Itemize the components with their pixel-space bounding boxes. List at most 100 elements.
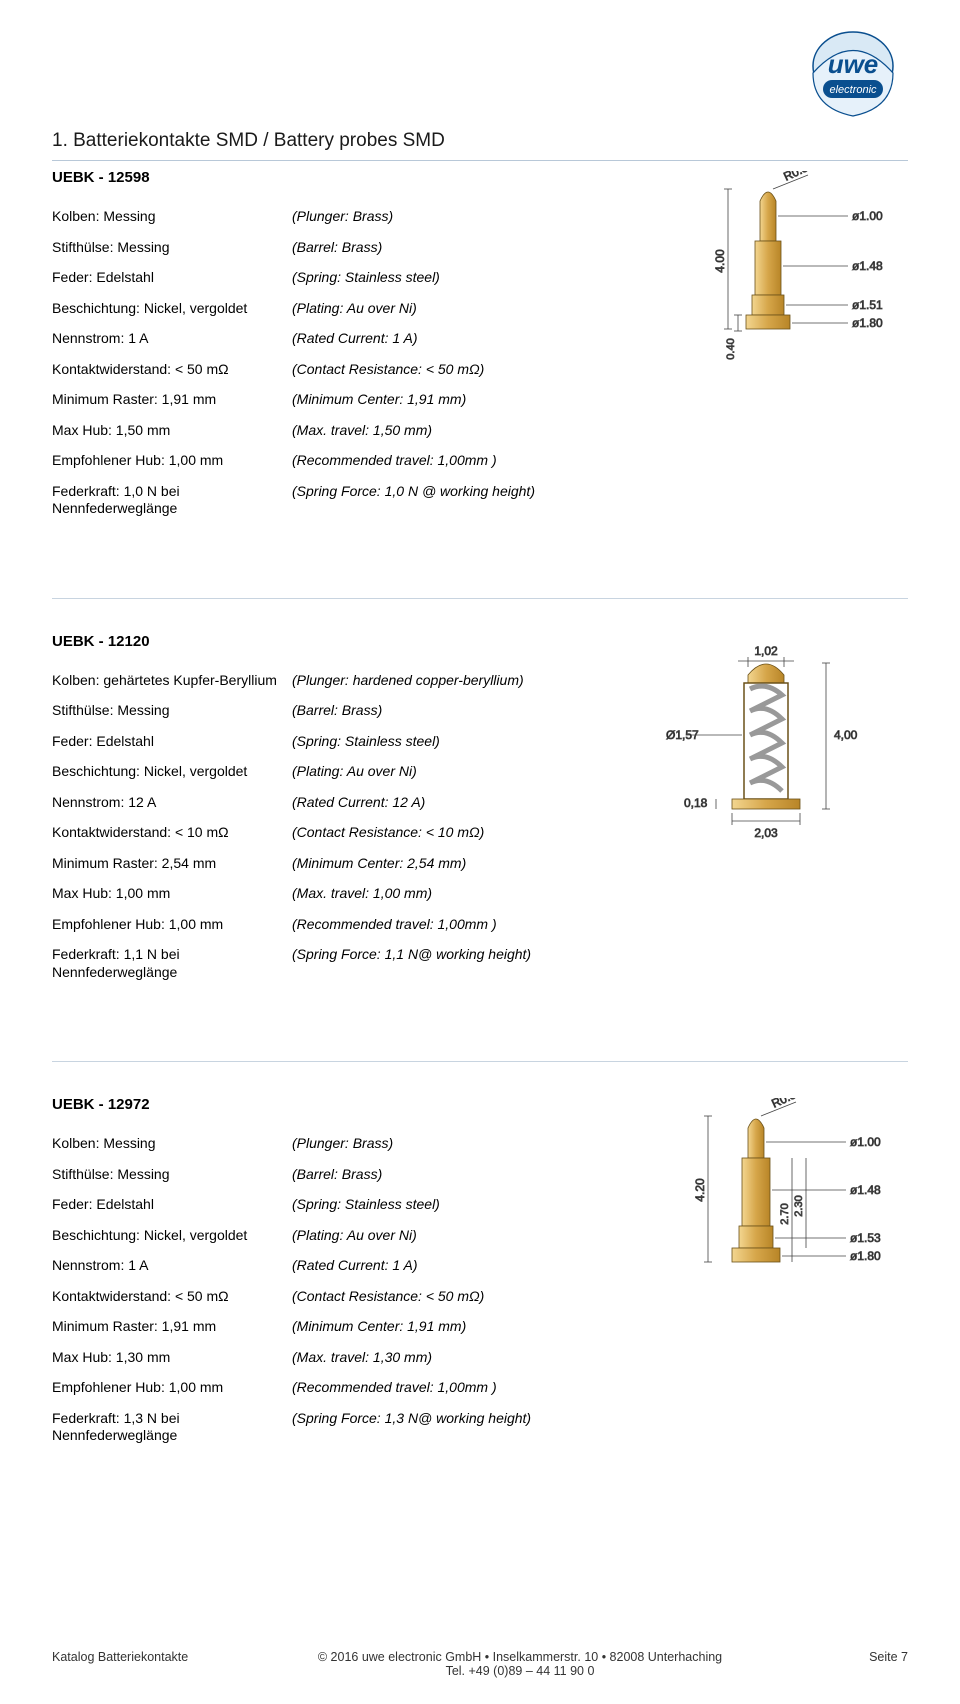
spec-row: Kontaktwiderstand: < 50 mΩ: [52, 1288, 292, 1306]
footer-right: Seite 7: [828, 1650, 908, 1678]
spec-row: Empfohlener Hub: 1,00 mm: [52, 916, 292, 934]
spec-row: Federkraft: 1,3 N bei Nennfederweglänge: [52, 1410, 292, 1445]
svg-text:2,03: 2,03: [754, 826, 778, 840]
spec-row: (Barrel: Brass): [292, 1166, 582, 1184]
spec-row: Kolben: gehärtetes Kupfer-Beryllium: [52, 672, 292, 690]
spec-row: (Spring: Stainless steel): [292, 733, 582, 751]
svg-text:R0.50: R0.50: [769, 1098, 804, 1111]
spec-row: (Spring Force: 1,0 N @ working height): [292, 483, 582, 501]
spec-row: (Spring: Stainless steel): [292, 1196, 582, 1214]
spec-row: Kontaktwiderstand: < 10 mΩ: [52, 824, 292, 842]
spec-row: Federkraft: 1,1 N bei Nennfederweglänge: [52, 946, 292, 981]
svg-text:Ø1,57: Ø1,57: [666, 728, 699, 742]
spec-row: Feder: Edelstahl: [52, 269, 292, 287]
spec-row: Empfohlener Hub: 1,00 mm: [52, 1379, 292, 1397]
spec-row: Beschichtung: Nickel, vergoldet: [52, 763, 292, 781]
spec-row: (Plunger: Brass): [292, 1135, 582, 1153]
product-block: UEBK - 12972 Kolben: MessingStifthülse: …: [52, 1094, 908, 1445]
spec-row: (Plating: Au over Ni): [292, 763, 582, 781]
brand-logo: uwe electronic: [798, 28, 908, 118]
spec-row: (Contact Resistance: < 50 mΩ): [292, 1288, 582, 1306]
technical-diagram: 1,02 Ø1,57 4,00 0,18 2,03: [628, 631, 908, 982]
page-title: 1. Batteriekontakte SMD / Battery probes…: [52, 130, 908, 161]
specs-english: (Plunger: Brass) (Barrel: Brass) (Spring: …: [292, 1135, 582, 1445]
spec-row: (Barrel: Brass): [292, 239, 582, 257]
specs-english: (Plunger: Brass) (Barrel: Brass) (Spring: …: [292, 208, 582, 518]
spec-row: Kontaktwiderstand: < 50 mΩ: [52, 361, 292, 379]
part-number: UEBK - 12120: [52, 633, 628, 650]
spec-row: (Spring Force: 1,1 N@ working height): [292, 946, 582, 964]
spec-row: Feder: Edelstahl: [52, 1196, 292, 1214]
spec-row: (Barrel: Brass): [292, 702, 582, 720]
spec-row: (Max. travel: 1,30 mm): [292, 1349, 582, 1367]
spec-row: Nennstrom: 1 A: [52, 330, 292, 348]
spec-row: Feder: Edelstahl: [52, 733, 292, 751]
specs-english: (Plunger: hardened copper-beryllium) (Bar…: [292, 672, 582, 982]
svg-text:ø1.53: ø1.53: [850, 1231, 881, 1245]
spec-row: Max Hub: 1,50 mm: [52, 422, 292, 440]
spec-row: Stifthülse: Messing: [52, 702, 292, 720]
spec-row: (Plating: Au over Ni): [292, 300, 582, 318]
svg-text:0.40: 0.40: [725, 338, 737, 359]
specs-german: Kolben: Messing Stifthülse: Messing Feder:…: [52, 208, 292, 518]
spec-row: (Recommended travel: 1,00mm ): [292, 452, 582, 470]
logo-text: uwe: [828, 49, 879, 79]
spec-row: Kolben: Messing: [52, 208, 292, 226]
spec-row: Nennstrom: 1 A: [52, 1257, 292, 1275]
spec-row: (Plunger: hardened copper-beryllium): [292, 672, 582, 690]
svg-text:ø1.51: ø1.51: [852, 298, 883, 312]
product-block: UEBK - 12598 Kolben: Messing Stifthülse: …: [52, 167, 908, 518]
spec-row: (Max. travel: 1,50 mm): [292, 422, 582, 440]
spec-row: Empfohlener Hub: 1,00 mm: [52, 452, 292, 470]
spec-row: Federkraft: 1,0 N bei Nennfederweglänge: [52, 483, 292, 518]
svg-text:ø1.48: ø1.48: [850, 1183, 881, 1197]
svg-text:4.00: 4.00: [713, 249, 727, 273]
technical-diagram: R0.50 ø1.00 ø1.48 ø1.53 ø1.80 4.20 2.70 …: [628, 1094, 908, 1445]
spec-row: (Rated Current: 12 A): [292, 794, 582, 812]
specs-german: Kolben: MessingStifthülse: MessingFeder:…: [52, 1135, 292, 1445]
spec-row: (Contact Resistance: < 50 mΩ): [292, 361, 582, 379]
svg-text:ø1.80: ø1.80: [852, 316, 883, 330]
technical-diagram: R0.50 ø1.00 ø1.48 ø1.51 ø1.80 4.00 0.40: [628, 167, 908, 518]
svg-text:1,02: 1,02: [754, 644, 778, 658]
part-number: UEBK - 12972: [52, 1096, 628, 1113]
logo-subtitle: electronic: [829, 84, 877, 96]
spec-row: (Spring Force: 1,3 N@ working height): [292, 1410, 582, 1428]
spec-row: Minimum Raster: 2,54 mm: [52, 855, 292, 873]
spec-row: (Minimum Center: 2,54 mm): [292, 855, 582, 873]
spec-row: (Contact Resistance: < 10 mΩ): [292, 824, 582, 842]
svg-text:ø1.00: ø1.00: [850, 1135, 881, 1149]
svg-text:ø1.80: ø1.80: [850, 1249, 881, 1263]
spec-row: Max Hub: 1,30 mm: [52, 1349, 292, 1367]
spec-row: (Recommended travel: 1,00mm ): [292, 1379, 582, 1397]
spec-row: (Minimum Center: 1,91 mm): [292, 391, 582, 409]
svg-text:R0.50: R0.50: [781, 171, 816, 184]
part-number: UEBK - 12598: [52, 169, 628, 186]
spec-row: Minimum Raster: 1,91 mm: [52, 1318, 292, 1336]
specs-german: Kolben: gehärtetes Kupfer-Beryllium Stift…: [52, 672, 292, 982]
spec-row: (Rated Current: 1 A): [292, 330, 582, 348]
svg-text:4,00: 4,00: [834, 728, 858, 742]
svg-text:ø1.00: ø1.00: [852, 209, 883, 223]
spec-row: (Max. travel: 1,00 mm): [292, 885, 582, 903]
svg-text:4.20: 4.20: [693, 1178, 707, 1202]
svg-text:2.30: 2.30: [793, 1195, 805, 1216]
spec-row: Minimum Raster: 1,91 mm: [52, 391, 292, 409]
spec-row: (Rated Current: 1 A): [292, 1257, 582, 1275]
spec-row: Stifthülse: Messing: [52, 239, 292, 257]
footer-left: Katalog Batteriekontakte: [52, 1650, 212, 1678]
spec-row: Stifthülse: Messing: [52, 1166, 292, 1184]
spec-row: (Minimum Center: 1,91 mm): [292, 1318, 582, 1336]
spec-row: Beschichtung: Nickel, vergoldet: [52, 300, 292, 318]
spec-row: (Plunger: Brass): [292, 208, 582, 226]
svg-text:0,18: 0,18: [684, 796, 708, 810]
footer-center: © 2016 uwe electronic GmbH • Inselkammer…: [212, 1650, 828, 1678]
spec-row: (Recommended travel: 1,00mm ): [292, 916, 582, 934]
spec-row: (Spring: Stainless steel): [292, 269, 582, 287]
spec-row: Beschichtung: Nickel, vergoldet: [52, 1227, 292, 1245]
svg-text:ø1.48: ø1.48: [852, 259, 883, 273]
spec-row: Max Hub: 1,00 mm: [52, 885, 292, 903]
svg-text:2.70: 2.70: [779, 1203, 791, 1224]
spec-row: Nennstrom: 12 A: [52, 794, 292, 812]
product-block: UEBK - 12120 Kolben: gehärtetes Kupfer-B…: [52, 631, 908, 982]
